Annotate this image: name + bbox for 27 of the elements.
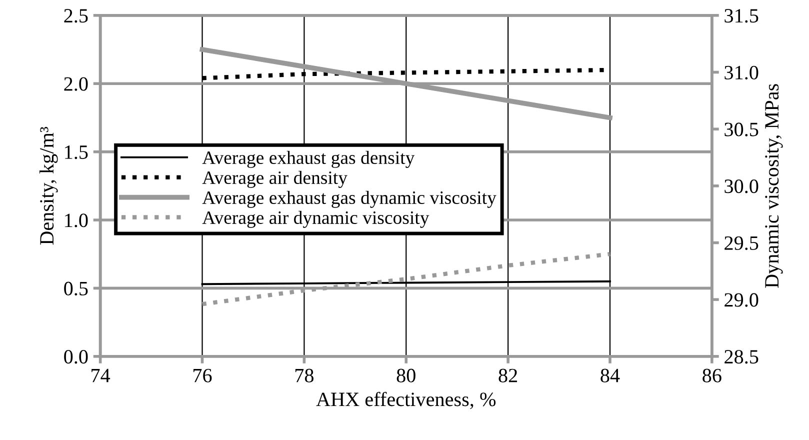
y-tick-label: 2.5 bbox=[64, 9, 88, 23]
y-tick-label: 1.5 bbox=[65, 145, 88, 160]
x-tick-label: 82 bbox=[498, 368, 518, 382]
y2-tick-label: 29.5 bbox=[724, 236, 758, 250]
y-axis-title: Density, kg/m³ bbox=[39, 126, 58, 245]
y2-tick-label: 30.0 bbox=[724, 179, 758, 194]
y2-tick-label: 31.5 bbox=[724, 9, 758, 23]
legend-label: Average exhaust gas dynamic viscosity bbox=[202, 190, 496, 208]
y-tick-label: 1.0 bbox=[65, 214, 88, 228]
x-tick-label: 86 bbox=[702, 368, 722, 382]
x-tick-label: 80 bbox=[396, 368, 416, 382]
y-tick-label: 2.0 bbox=[64, 77, 88, 91]
y-tick-label: 0.5 bbox=[64, 282, 88, 296]
y2-tick-label: 30.5 bbox=[724, 122, 758, 136]
y2-tick-label: 28.5 bbox=[724, 350, 758, 364]
y2-axis-title: Dynamic viscosity, MPas bbox=[765, 84, 783, 288]
y-tick-label: 0.0 bbox=[64, 350, 88, 364]
x-tick-label: 84 bbox=[600, 368, 620, 382]
x-tick-label: 74 bbox=[92, 368, 110, 382]
y2-tick-label: 29.0 bbox=[724, 293, 758, 307]
legend-label: Average air density bbox=[202, 170, 348, 188]
x-tick-label: 78 bbox=[295, 368, 314, 382]
y2-tick-label: 31.0 bbox=[724, 66, 758, 80]
x-tick-label: 76 bbox=[194, 368, 212, 382]
x-axis-title: AHX effectiveness, % bbox=[316, 392, 496, 410]
legend-label: Average air dynamic viscosity bbox=[202, 210, 430, 228]
legend-label: Average exhaust gas density bbox=[202, 150, 415, 168]
